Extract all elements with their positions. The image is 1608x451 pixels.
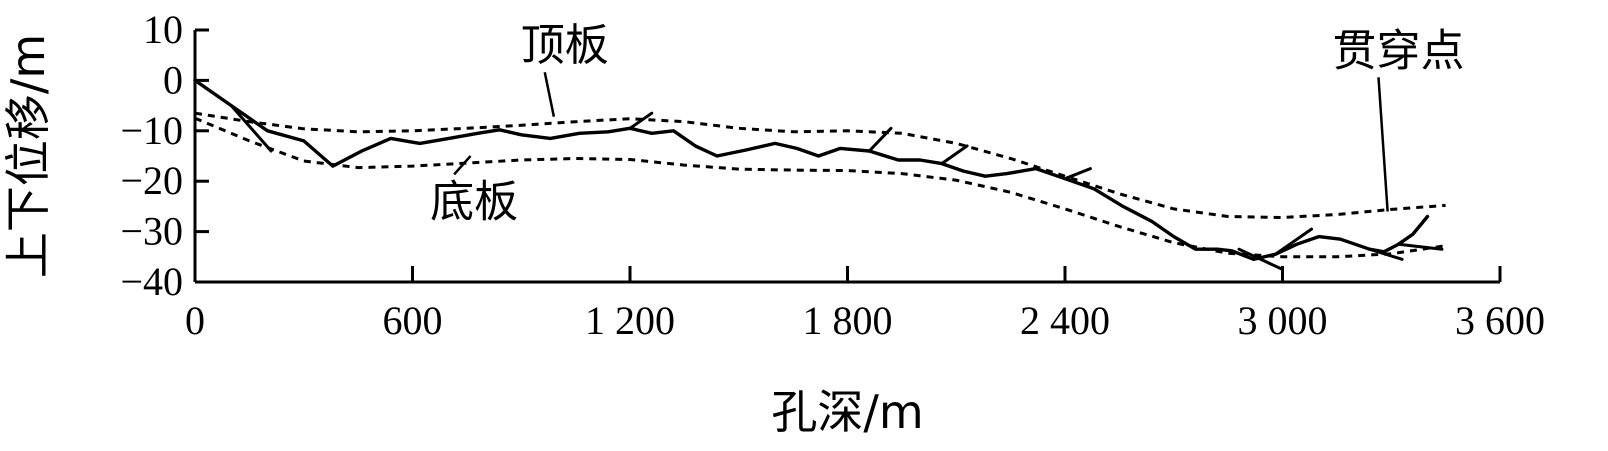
branch-line [940, 144, 969, 166]
y-tick-label: −40 [120, 259, 183, 304]
y-tick-label: −30 [120, 209, 183, 254]
branch-line [1368, 247, 1404, 261]
x-tick-label: 1 200 [585, 298, 675, 343]
x-tick-label: 3 600 [1455, 298, 1545, 343]
x-tick-label: 0 [185, 298, 205, 343]
annotation-label: 贯穿点 [1333, 25, 1465, 76]
annotation-label: 顶板 [521, 20, 609, 71]
y-tick-label: 10 [143, 7, 183, 52]
boundary-line-series [194, 111, 1446, 220]
branch-lines [229, 104, 1444, 271]
boundary-line-series [194, 116, 1446, 259]
x-tick-label: 2 400 [1020, 298, 1110, 343]
annotation-leader [1377, 77, 1389, 212]
x-tick-label: 3 000 [1238, 298, 1328, 343]
tick-marks: 0 600 1 200 1 800 2 400 3 000 3 600 10 0 −10 −20 −3… [120, 7, 1545, 343]
branch-line [1397, 242, 1444, 251]
x-axis-title: 孔深/m [771, 385, 923, 439]
series-lines [193, 78, 1446, 261]
branch-line [867, 126, 893, 153]
branch-line [1063, 167, 1092, 181]
y-tick-label: −10 [120, 108, 183, 153]
branch-line [1273, 227, 1313, 256]
branch-line [1237, 247, 1284, 271]
y-tick-label: 0 [163, 57, 183, 102]
x-tick-label: 1 800 [803, 298, 893, 343]
annotation-leader [543, 71, 556, 117]
annotation-label: 底板 [430, 176, 518, 227]
axes [193, 30, 1500, 284]
branch-line [628, 111, 654, 130]
x-tick-label: 600 [383, 298, 443, 343]
main-trace-series [193, 78, 1430, 261]
annotation-leader [453, 155, 472, 176]
y-axis-title: 上下位移/m [1, 34, 55, 278]
y-tick-label: −20 [120, 158, 183, 203]
branch-line [229, 104, 273, 153]
